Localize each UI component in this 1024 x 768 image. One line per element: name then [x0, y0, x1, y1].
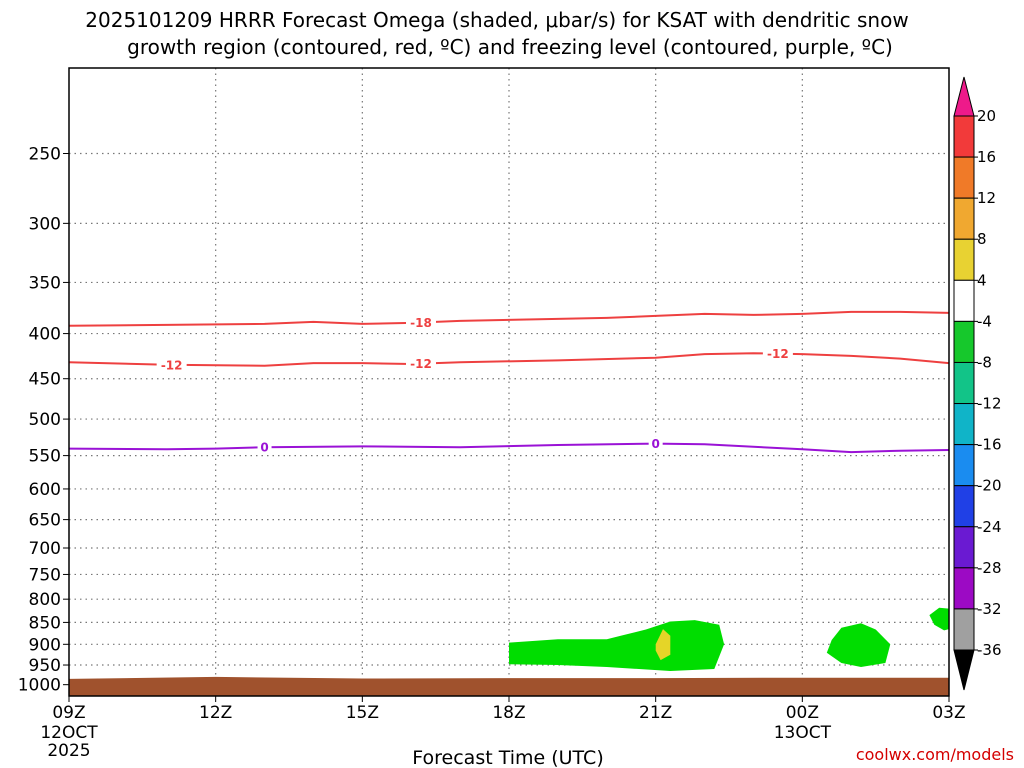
- x-tick-label-21Z: 21Z: [639, 703, 672, 723]
- colorbar-label-1: 16: [977, 148, 996, 166]
- contour-label--12-1-0: -12: [161, 358, 183, 372]
- colorbar-box-6: [953, 361, 975, 405]
- colorbar-label-2: 12: [977, 189, 996, 207]
- y-tick-label-300: 300: [29, 214, 61, 234]
- x-tick-label-00Z: 00Z: [786, 703, 819, 723]
- x-tick-label-15Z: 15Z: [346, 703, 379, 723]
- omega-area-8: [1003, 603, 1024, 622]
- y-tick-label-900: 900: [29, 635, 61, 655]
- x-tick-label-09Z: 09Z: [52, 703, 85, 723]
- y-tick-label-650: 650: [29, 511, 61, 531]
- colorbar-label-8: -16: [977, 436, 1002, 454]
- colorbar-label-5: -4: [977, 312, 992, 330]
- colorbar-label-9: -20: [977, 477, 1002, 495]
- contour-label-bg-0-2-1: [648, 436, 663, 451]
- colorbar-top-arrow: [953, 76, 975, 117]
- contour-label--12-1-2: -12: [767, 347, 789, 361]
- colorbar-box-12: [953, 608, 975, 651]
- terrain-fill: [69, 676, 949, 696]
- colorbar-label-6: -8: [977, 353, 992, 371]
- colorbar-box-3: [953, 238, 975, 281]
- y-tick-label-400: 400: [29, 325, 61, 345]
- colorbar-label-3: 8: [977, 230, 987, 248]
- contour-label-bg--18-0-0: [406, 315, 436, 330]
- contours: -18 -12 -12 -12 0 0: [69, 310, 949, 455]
- gridlines: [69, 68, 949, 696]
- x-tick-label-03Z: 03Z: [932, 703, 965, 723]
- colorbar-box-11: [953, 567, 975, 610]
- y-axis: 2503003504004505005506006507007508008509…: [18, 144, 69, 696]
- y-tick-label-250: 250: [29, 144, 61, 164]
- chart-title-line-1: 2025101209 HRRR Forecast Omega (shaded, …: [85, 8, 908, 32]
- y-tick-label-600: 600: [29, 480, 61, 500]
- colorbar: 20 16 12 8 4 -4 -8 -12 -16 -20 -24 -28 -32 -36: [953, 76, 1002, 691]
- y-tick-label-550: 550: [29, 447, 61, 467]
- colorbar-label-0: 20: [977, 107, 996, 125]
- y-tick-label-700: 700: [29, 539, 61, 559]
- contour-label-0-2-1: 0: [651, 437, 659, 451]
- chart-title-line-2: growth region (contoured, red, ºC) and f…: [127, 35, 893, 59]
- x-axis-label: Forecast Time (UTC): [412, 747, 603, 768]
- colorbar-box-10: [953, 526, 975, 569]
- colorbar-box-1: [953, 156, 975, 199]
- colorbar-box-4: [953, 279, 975, 322]
- colorbar-box-2: [953, 197, 975, 240]
- contour-label--12-1-1: -12: [410, 357, 432, 371]
- colorbar-box-8: [953, 444, 975, 487]
- terrain-area: [69, 676, 949, 696]
- colorbar-label-12: -32: [977, 600, 1002, 618]
- omega-area-0: [509, 620, 725, 671]
- x-tick-year-09Z: 2025: [47, 741, 90, 761]
- colorbar-bottom-arrow: [953, 649, 975, 691]
- colorbar-label-10: -24: [977, 518, 1002, 536]
- contour-label-bg--12-1-0: [156, 357, 187, 372]
- colorbar-box-5: [953, 320, 975, 363]
- x-tick-sublabel-00Z: 13OCT: [774, 723, 832, 743]
- colorbar-label-7: -12: [977, 395, 1002, 413]
- omega-area-2: [929, 607, 949, 631]
- colorbar-box-9: [953, 485, 975, 528]
- y-tick-label-500: 500: [29, 410, 61, 430]
- omega-shading: [509, 603, 1024, 671]
- contour-line--12-1: [69, 352, 949, 367]
- y-tick-label-450: 450: [29, 370, 61, 390]
- colorbar-box-0: [953, 115, 975, 158]
- contour-label-bg-0-2-0: [257, 440, 272, 455]
- y-tick-label-750: 750: [29, 565, 61, 585]
- colorbar-label-4: 4: [977, 271, 987, 289]
- colorbar-label-13: -36: [977, 641, 1002, 659]
- x-tick-label-12Z: 12Z: [199, 703, 232, 723]
- y-tick-label-1000: 1000: [18, 676, 61, 696]
- contour-label--18-0-0: -18: [410, 316, 432, 330]
- y-tick-label-850: 850: [29, 613, 61, 633]
- contour-label-0-2-0: 0: [260, 441, 268, 455]
- y-tick-label-950: 950: [29, 656, 61, 676]
- contour-label-bg--12-1-1: [406, 356, 436, 371]
- plot-area: -18 -12 -12 -12 0 0: [69, 68, 1024, 696]
- x-tick-label-18Z: 18Z: [492, 703, 525, 723]
- credit-text: coolwx.com/models: [856, 745, 1014, 764]
- y-tick-label-350: 350: [29, 273, 61, 293]
- x-tick-sublabel-09Z: 12OCT: [40, 723, 98, 743]
- omega-area-1: [826, 623, 891, 667]
- contour-line--18-0: [69, 310, 949, 327]
- y-tick-label-800: 800: [29, 590, 61, 610]
- colorbar-label-11: -28: [977, 559, 1002, 577]
- omega-area-7: [655, 629, 671, 661]
- contour-line-0-2: [69, 442, 949, 454]
- contour-label-bg--12-1-2: [762, 346, 793, 361]
- colorbar-box-7: [953, 403, 975, 446]
